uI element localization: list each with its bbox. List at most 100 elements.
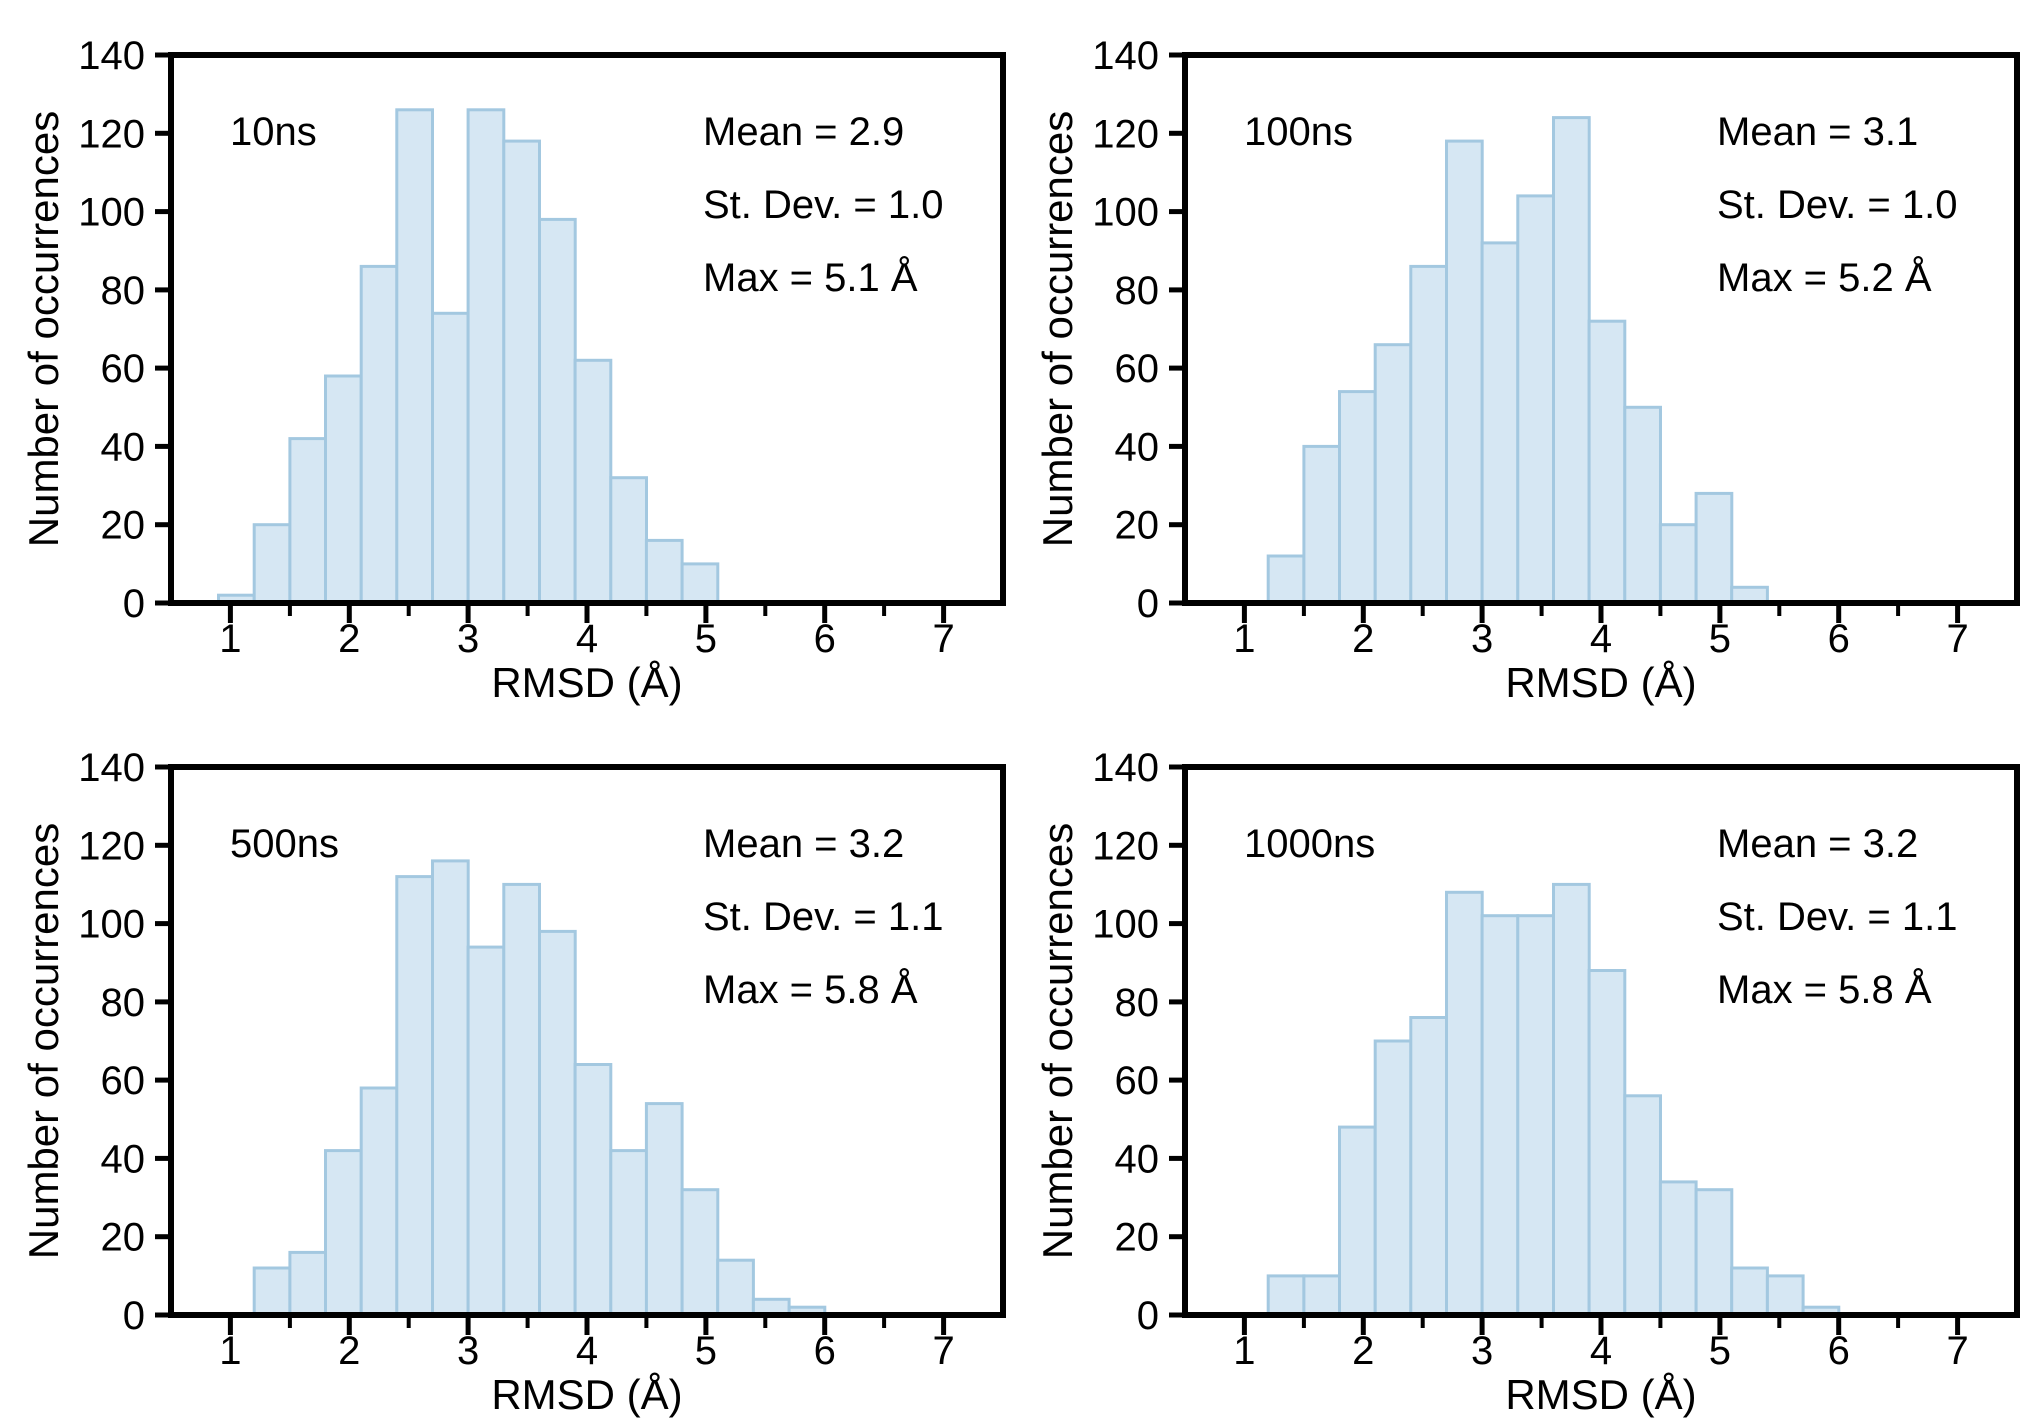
y-tick-label: 60 <box>101 1059 146 1103</box>
histogram-panel-100ns: 1 2 3 4 5 6 7 0 20 40 60 80 100 120 140 RMSD (Å) Number … <box>1034 34 2020 706</box>
y-tick-label: 20 <box>1115 504 1160 548</box>
histogram-bar <box>324 374 363 605</box>
y-tick-label: 80 <box>1115 981 1160 1025</box>
histogram-bar <box>1552 116 1591 605</box>
histogram-bar <box>252 523 292 605</box>
histogram-bar <box>1480 914 1520 1317</box>
histogram-bar <box>466 945 506 1317</box>
stats-annotation: St. Dev. = 1.1 <box>1717 895 1958 939</box>
x-tick-label: 1 <box>1233 617 1255 661</box>
x-tick-label: 5 <box>695 617 717 661</box>
histogram-bar <box>1516 194 1555 605</box>
histogram-bar <box>1516 914 1555 1317</box>
stats-annotation: St. Dev. = 1.0 <box>703 183 944 227</box>
x-axis-title: RMSD (Å) <box>491 659 682 706</box>
histogram-bar <box>359 1086 399 1317</box>
histogram-bar <box>1658 523 1698 605</box>
histogram-bar <box>609 1149 648 1317</box>
x-tick-label: 4 <box>576 1329 598 1373</box>
histogram-bar <box>1445 139 1484 605</box>
histogram-bar <box>1587 319 1627 605</box>
y-tick-label: 140 <box>78 746 145 790</box>
y-tick-label: 60 <box>101 347 146 391</box>
stats-annotation: Mean = 3.2 <box>703 822 904 866</box>
y-tick-label: 100 <box>78 191 145 235</box>
y-tick-label: 140 <box>1092 34 1159 78</box>
x-tick-label: 7 <box>1946 1329 1968 1373</box>
y-tick-label: 0 <box>123 582 145 626</box>
histogram-bar <box>1623 405 1662 605</box>
histogram-bar <box>1266 554 1306 605</box>
y-tick-label: 120 <box>78 824 145 868</box>
x-axis-title: RMSD (Å) <box>491 1371 682 1418</box>
y-tick-label: 20 <box>101 1216 146 1260</box>
x-tick-label: 1 <box>1233 1329 1255 1373</box>
y-axis-title: Number of occurrences <box>20 111 67 548</box>
histogram-bar <box>431 311 470 605</box>
x-tick-label: 7 <box>932 617 954 661</box>
y-tick-label: 140 <box>78 34 145 78</box>
y-axis-title: Number of occurrences <box>1034 823 1081 1260</box>
histogram-bar <box>359 264 399 605</box>
stats-annotation: Max = 5.8 Å <box>1717 967 1932 1012</box>
stats-annotation: St. Dev. = 1.1 <box>703 895 944 939</box>
panel-time-label: 10ns <box>230 110 317 154</box>
panel-time-label: 100ns <box>1244 110 1353 154</box>
histogram-bar <box>1338 1125 1377 1317</box>
histogram-bar <box>1338 390 1377 605</box>
y-tick-label: 140 <box>1092 746 1159 790</box>
y-tick-label: 80 <box>101 269 146 313</box>
y-tick-label: 120 <box>1092 112 1159 156</box>
histogram-bar <box>1587 969 1627 1317</box>
y-tick-label: 60 <box>1115 1059 1160 1103</box>
histogram-bar <box>1409 264 1448 605</box>
histogram-bar <box>395 875 434 1317</box>
y-tick-label: 100 <box>1092 191 1159 235</box>
histogram-bar <box>1373 1039 1413 1317</box>
histogram-bar <box>538 929 577 1317</box>
y-tick-label: 20 <box>101 504 146 548</box>
x-tick-label: 1 <box>219 1329 241 1373</box>
x-axis-title: RMSD (Å) <box>1505 659 1696 706</box>
panel-time-label: 500ns <box>230 822 339 866</box>
y-tick-label: 0 <box>1137 1294 1159 1338</box>
y-tick-label: 100 <box>78 903 145 947</box>
x-tick-label: 3 <box>457 1329 479 1373</box>
histogram-bar <box>1480 241 1520 605</box>
histogram-bar <box>1623 1094 1662 1317</box>
y-tick-label: 0 <box>1137 582 1159 626</box>
x-tick-label: 2 <box>1352 1329 1374 1373</box>
histogram-bar <box>644 1102 684 1317</box>
stats-annotation: Mean = 2.9 <box>703 110 904 154</box>
y-tick-label: 20 <box>1115 1216 1160 1260</box>
histogram-bar <box>288 1250 328 1317</box>
x-tick-label: 2 <box>338 1329 360 1373</box>
x-tick-label: 6 <box>1828 1329 1850 1373</box>
histogram-bar <box>1765 1274 1805 1317</box>
x-axis-title: RMSD (Å) <box>1505 1371 1696 1418</box>
histogram-bar <box>431 859 470 1317</box>
x-tick-label: 4 <box>576 617 598 661</box>
stats-annotation: Max = 5.8 Å <box>703 967 918 1012</box>
x-tick-label: 4 <box>1590 1329 1612 1373</box>
x-tick-label: 5 <box>1709 1329 1731 1373</box>
histogram-panel-500ns: 1 2 3 4 5 6 7 0 20 40 60 80 100 120 140 RMSD (Å) Number … <box>20 746 1006 1418</box>
x-tick-label: 6 <box>814 1329 836 1373</box>
y-tick-label: 80 <box>1115 269 1160 313</box>
histogram-bar <box>1373 343 1413 605</box>
stats-annotation: Max = 5.2 Å <box>1717 255 1932 300</box>
x-tick-label: 7 <box>932 1329 954 1373</box>
histogram-bar <box>502 882 541 1317</box>
histogram-bar <box>1694 491 1734 605</box>
histogram-bar <box>573 358 613 605</box>
panel-time-label: 1000ns <box>1244 822 1375 866</box>
histogram-bar <box>1552 882 1591 1317</box>
histogram-bar <box>1694 1188 1734 1317</box>
histogram-bar <box>1409 1016 1448 1317</box>
y-tick-label: 40 <box>101 1137 146 1181</box>
y-tick-label: 120 <box>1092 824 1159 868</box>
histogram-bar <box>1445 890 1484 1317</box>
histogram-bar <box>1302 1274 1342 1317</box>
histogram-bar <box>288 437 328 605</box>
